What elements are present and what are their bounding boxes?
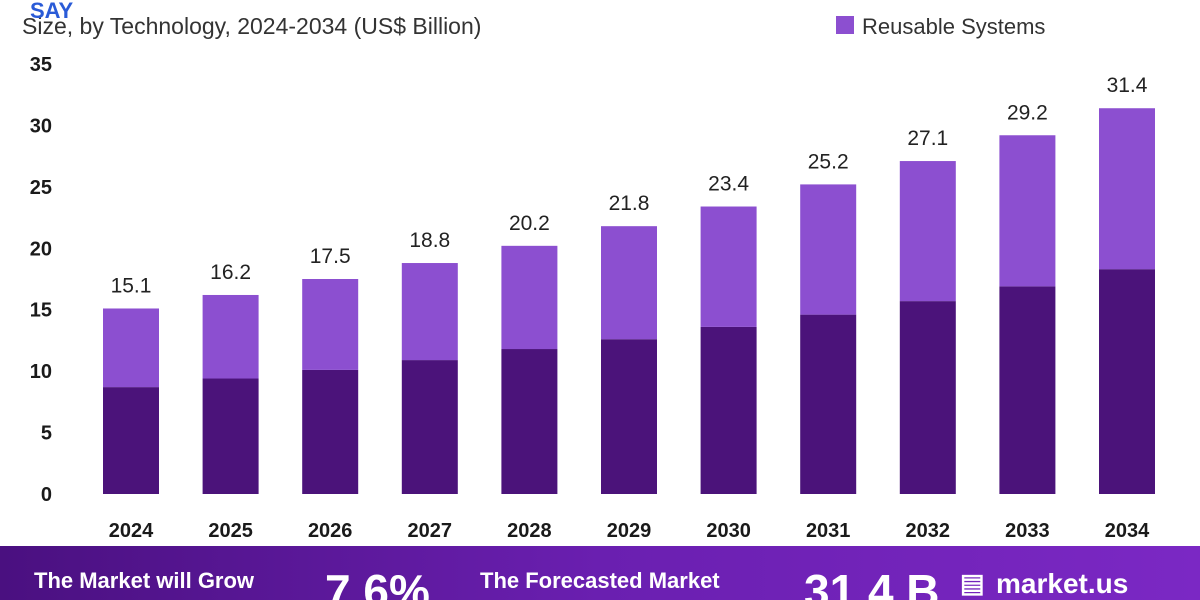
bar-segment-base	[103, 387, 159, 494]
y-tick-label: 0	[41, 484, 52, 506]
bar-segment-base	[202, 378, 259, 494]
footer-banner: The Market will Grow 7.6% The Forecasted…	[0, 546, 1200, 600]
y-tick-label: 10	[30, 361, 52, 383]
bar-total-label: 16.2	[210, 261, 251, 284]
bar-segment-reusable	[302, 279, 359, 370]
bar-total-label: 27.1	[907, 127, 948, 150]
y-tick-label: 20	[30, 238, 52, 260]
footer-brand: market.us	[996, 568, 1129, 599]
bar-segment-reusable	[800, 184, 857, 315]
bar-segment-reusable	[1099, 108, 1155, 270]
x-tick-label: 2026	[308, 520, 353, 542]
brand-icon: ▤	[960, 568, 985, 598]
bar-segment-reusable	[202, 294, 259, 379]
y-axis: 0 5 10 15 20 25 30 35	[30, 54, 52, 506]
x-tick-label: 2032	[906, 520, 951, 542]
bar-segment-base	[800, 314, 857, 494]
bar-segment-reusable	[700, 206, 757, 327]
x-tick-label: 2029	[607, 520, 652, 542]
y-tick-label: 5	[41, 423, 52, 445]
bar-segment-reusable	[103, 308, 159, 388]
x-tick-label: 2025	[208, 520, 253, 542]
x-tick-label: 2028	[507, 520, 552, 542]
bar-total-label: 21.8	[609, 192, 650, 215]
bar-segment-base	[1099, 269, 1155, 494]
bar-total-label: 18.8	[409, 229, 450, 252]
bar-segment-base	[302, 369, 359, 494]
y-tick-label: 25	[30, 177, 52, 199]
bar-segment-base	[401, 360, 458, 494]
x-tick-label: 2027	[408, 520, 453, 542]
bar-segment-base	[601, 339, 657, 494]
x-tick-label: 2024	[109, 520, 154, 542]
chart-subtitle: Size, by Technology, 2024-2034 (US$ Bill…	[22, 13, 481, 39]
bar-total-label: 29.2	[1007, 101, 1048, 124]
y-tick-label: 35	[30, 54, 52, 76]
footer-growth-text: The Market will Grow	[34, 568, 255, 593]
bar-total-label: 20.2	[509, 212, 550, 235]
chart: Size, by Technology, 2024-2034 (US$ Bill…	[22, 13, 1155, 542]
legend-label-reusable: Reusable Systems	[862, 14, 1045, 39]
x-tick-label: 2033	[1005, 520, 1050, 542]
bar-segment-base	[999, 286, 1056, 494]
bar-segment-base	[501, 349, 558, 494]
x-tick-label: 2034	[1105, 520, 1150, 542]
bar-segment-base	[700, 326, 757, 494]
y-tick-label: 30	[30, 115, 52, 137]
footer-forecast-value: 31.4 B	[804, 565, 940, 600]
footer-forecast-text: The Forecasted Market	[480, 568, 720, 593]
bar-total-label: 25.2	[808, 150, 849, 173]
bar-total-label: 17.5	[310, 245, 351, 268]
logo: SAY	[30, 0, 73, 24]
bar-segment-reusable	[501, 245, 558, 350]
y-tick-label: 15	[30, 300, 52, 322]
footer-cagr-value: 7.6%	[325, 565, 430, 600]
bar-segment-reusable	[899, 161, 956, 302]
bar-segment-reusable	[601, 226, 657, 340]
x-axis: 2024 2025 2026 2027 2028 2029 2030 2031 2032 2033…	[109, 520, 1150, 542]
bar-segment-base	[899, 301, 956, 494]
bar-segment-reusable	[999, 135, 1056, 287]
legend-swatch-reusable	[836, 16, 854, 34]
x-tick-label: 2030	[706, 520, 751, 542]
logo-text: SAY	[30, 0, 74, 23]
bar-total-label: 31.4	[1107, 74, 1148, 97]
x-tick-label: 2031	[806, 520, 851, 542]
bar-segment-reusable	[401, 263, 458, 361]
bar-total-label: 23.4	[708, 173, 749, 196]
bars: 15.1 16.2 17.5 18.8 20.2 21.8 23.4 25.2 27.1 29.2…	[103, 74, 1155, 494]
bar-total-label: 15.1	[111, 274, 152, 297]
